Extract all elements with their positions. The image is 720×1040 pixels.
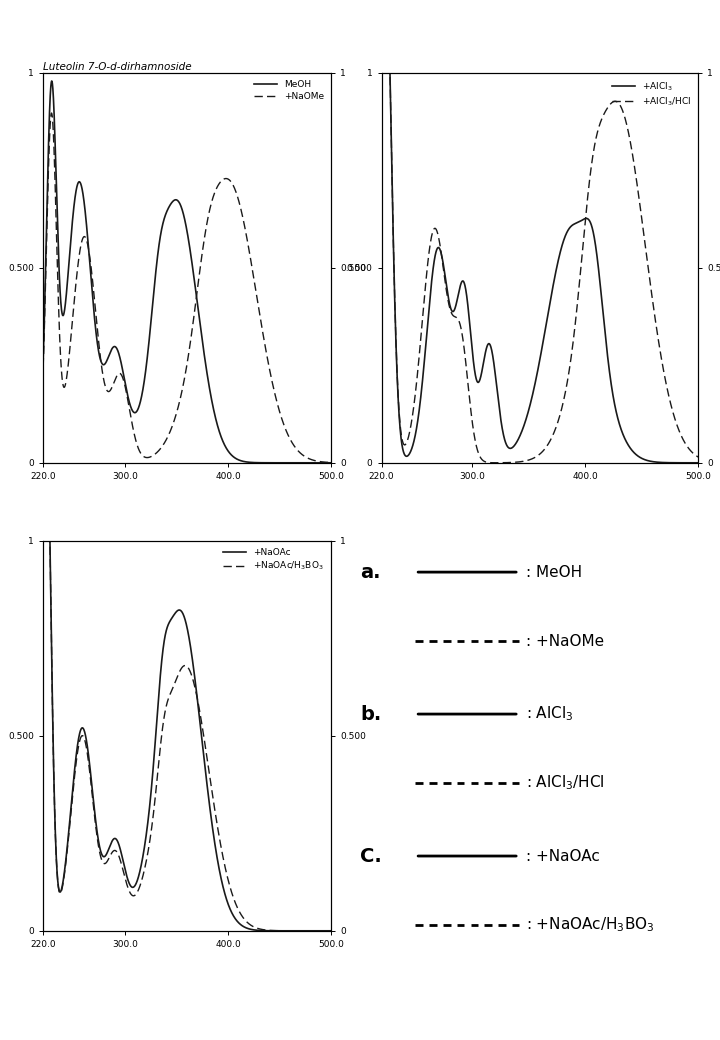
Legend: +AlCl$_3$, +AlCl$_3$/HCl: +AlCl$_3$, +AlCl$_3$/HCl <box>610 77 694 110</box>
Text: b.: b. <box>360 704 382 724</box>
Text: : +NaOMe: : +NaOMe <box>526 633 604 649</box>
Text: Luteolin 7-O-d-dirhamnoside: Luteolin 7-O-d-dirhamnoside <box>43 62 192 72</box>
Text: C.: C. <box>360 847 382 865</box>
Text: : AlCl$_3$: : AlCl$_3$ <box>526 705 573 724</box>
Legend: +NaOAc, +NaOAc/H$_3$BO$_3$: +NaOAc, +NaOAc/H$_3$BO$_3$ <box>220 545 327 575</box>
Text: : AlCl$_3$/HCl: : AlCl$_3$/HCl <box>526 774 605 792</box>
Text: : +NaOAc: : +NaOAc <box>526 849 600 863</box>
Text: : MeOH: : MeOH <box>526 565 582 579</box>
Text: a.: a. <box>360 563 380 581</box>
Legend: MeOH, +NaOMe: MeOH, +NaOMe <box>251 77 327 103</box>
Text: : +NaOAc/H$_3$BO$_3$: : +NaOAc/H$_3$BO$_3$ <box>526 915 654 934</box>
